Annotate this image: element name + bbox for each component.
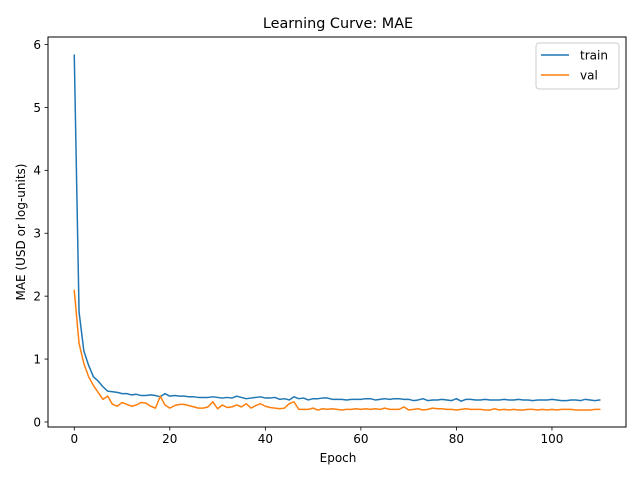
y-tick-label: 1 <box>33 352 41 366</box>
x-tick-label: 60 <box>353 432 368 446</box>
x-tick-label: 20 <box>162 432 177 446</box>
x-axis-label: Epoch <box>320 451 357 465</box>
x-axis: 0 20 40 60 80 100 <box>70 427 563 446</box>
series-line-val <box>73 289 601 411</box>
x-tick-label: 80 <box>449 432 464 446</box>
x-tick-label: 40 <box>258 432 273 446</box>
plot-frame <box>47 36 627 428</box>
legend: train val <box>535 42 620 90</box>
y-tick-label: 6 <box>33 38 41 52</box>
series-line-train <box>73 54 601 402</box>
plot-series <box>73 54 601 411</box>
x-tick-label: 100 <box>541 432 564 446</box>
y-axis-label: MAE (USD or log-units) <box>14 164 28 301</box>
chart-title: Learning Curve: MAE <box>263 16 413 32</box>
y-tick-label: 5 <box>33 101 41 115</box>
y-tick-label: 2 <box>33 289 41 303</box>
x-tick-label: 0 <box>70 432 78 446</box>
y-tick-label: 3 <box>33 227 41 241</box>
y-tick-label: 4 <box>33 164 41 178</box>
legend-label-train: train <box>580 48 608 62</box>
y-axis: 0 1 2 3 4 5 6 <box>33 38 48 429</box>
y-tick-label: 0 <box>33 415 41 429</box>
legend-label-val: val <box>580 68 598 82</box>
